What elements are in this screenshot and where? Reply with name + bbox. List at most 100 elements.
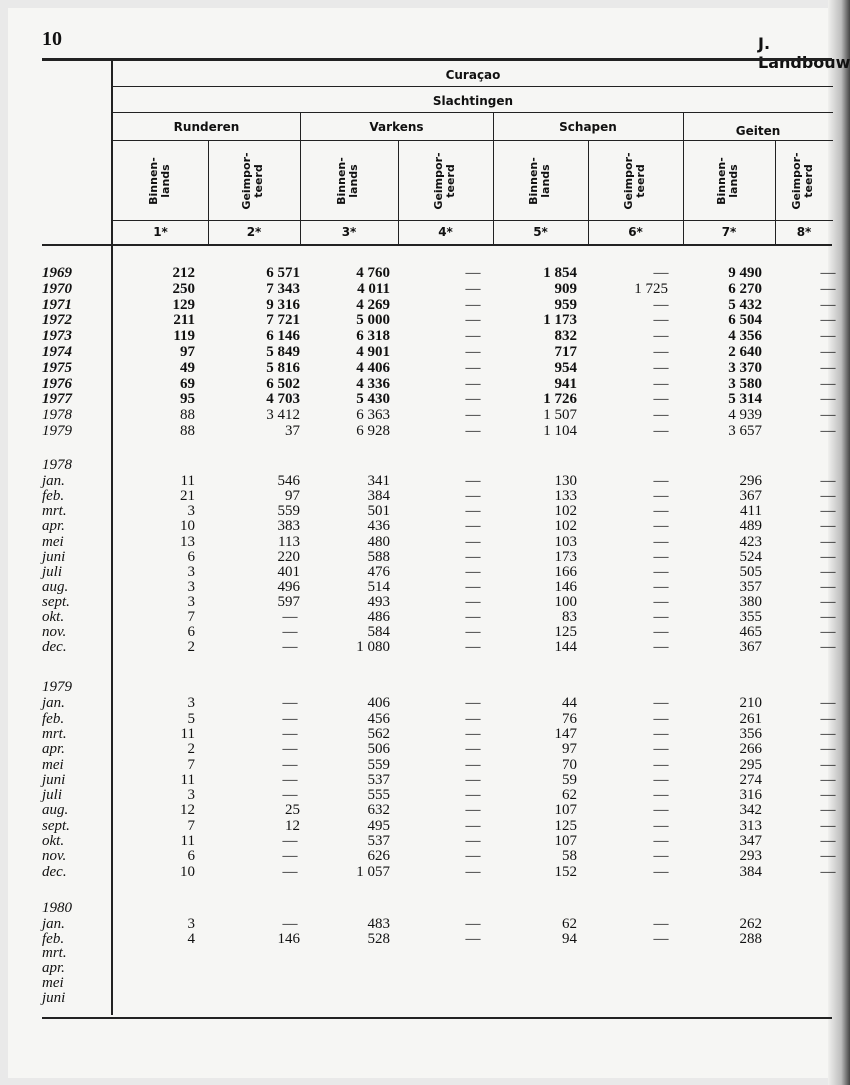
table-cell: 588 — [367, 548, 391, 565]
table-cell: — — [653, 533, 669, 550]
table-cell: 97 — [180, 344, 195, 360]
table-cell: 21 — [180, 488, 195, 505]
table-cell: — — [282, 695, 298, 712]
table-cell: — — [465, 423, 481, 439]
section-label: 1978 — [42, 457, 72, 473]
table-cell: 4 356 — [728, 328, 762, 345]
table-cell: 129 — [172, 296, 196, 313]
table-cell: — — [465, 344, 481, 360]
table-cell: — — [282, 609, 298, 625]
header-bottom-rule — [42, 244, 832, 246]
table-cell: 95 — [180, 391, 195, 408]
table-cell: 6 146 — [266, 328, 300, 345]
table-cell: — — [820, 359, 836, 376]
table-cell: — — [820, 695, 836, 712]
table-cell: — — [653, 473, 669, 490]
table-cell: 5 314 — [728, 391, 762, 408]
table-cell: 70 — [562, 756, 577, 773]
table-cell: 1 854 — [543, 265, 577, 281]
row-label: 1969 — [42, 265, 72, 281]
table-cell: 44 — [562, 695, 577, 712]
column-number: 8* — [796, 225, 812, 239]
table-cell: 11 — [180, 473, 195, 490]
row-label: juni — [42, 548, 66, 565]
table-cell: — — [465, 639, 481, 656]
row-label: sept. — [42, 593, 70, 610]
table-cell: 147 — [554, 725, 578, 742]
table-cell: 7 721 — [266, 312, 300, 329]
table-cell: 3 — [187, 695, 196, 712]
section-label: 1980 — [42, 900, 72, 916]
row-label: okt. — [42, 609, 65, 625]
table-cell: 537 — [367, 833, 391, 849]
table-cell: — — [820, 563, 836, 580]
row-label: feb. — [42, 930, 65, 947]
rule — [113, 140, 833, 141]
column-number: 4* — [438, 225, 453, 239]
table-cell: 88 — [180, 423, 195, 439]
table-cell: — — [465, 624, 481, 641]
table-cell: 125 — [554, 817, 578, 834]
table-cell: 166 — [554, 563, 578, 580]
table-cell: — — [465, 518, 481, 535]
table-cell: — — [465, 533, 481, 550]
table-cell: 49 — [180, 359, 195, 376]
table-cell: — — [465, 375, 481, 392]
table-cell: 546 — [277, 473, 301, 490]
table-cell: — — [465, 848, 481, 865]
table-cell: 100 — [554, 593, 578, 610]
row-label: sept. — [42, 817, 70, 834]
row-label: mrt. — [42, 945, 67, 962]
table-cell: — — [820, 280, 836, 297]
table-cell: — — [820, 802, 836, 819]
table-cell: 1 726 — [543, 391, 577, 408]
table-cell: — — [653, 407, 669, 424]
table-cell: 7 343 — [266, 280, 300, 297]
row-label: nov. — [42, 848, 67, 865]
table-cell: — — [653, 328, 669, 345]
table-cell: 476 — [367, 563, 391, 580]
row-label: okt. — [42, 833, 65, 849]
table-cell: 465 — [739, 624, 763, 641]
table-cell: — — [820, 725, 836, 742]
table-cell: 6 — [187, 624, 196, 641]
table-cell: — — [465, 391, 481, 408]
table-cell: 4 406 — [356, 359, 390, 376]
table-cell: — — [465, 710, 481, 727]
table-cell: — — [653, 639, 669, 656]
table-cell: — — [465, 563, 481, 580]
subcolumn-header: Geimpor- teerd — [621, 152, 647, 210]
row-label: mei — [42, 533, 64, 550]
row-label: juni — [42, 771, 66, 788]
table-cell: 384 — [367, 488, 391, 505]
table-cell: — — [465, 407, 481, 424]
table-cell: — — [653, 593, 669, 610]
table-cell: — — [820, 771, 836, 788]
table-cell: — — [820, 503, 836, 520]
table-cell: — — [282, 756, 298, 773]
table-cell: 3 657 — [728, 423, 762, 439]
table-cell: — — [653, 817, 669, 834]
group-divider — [683, 112, 684, 245]
table-cell: 133 — [554, 488, 578, 505]
row-label: mrt. — [42, 503, 67, 520]
table-cell: 250 — [172, 280, 196, 297]
table-cell: 10 — [180, 863, 195, 880]
table-cell: — — [820, 391, 836, 408]
table-cell: — — [465, 756, 481, 773]
table-cell: — — [653, 518, 669, 535]
table-cell: — — [653, 930, 669, 947]
table-cell: 5 430 — [356, 391, 390, 408]
table-cell: — — [653, 375, 669, 392]
group-header-runderen: Runderen — [173, 120, 240, 134]
table-cell: 6 571 — [266, 265, 300, 281]
table-cell: — — [820, 328, 836, 345]
table-cell: 295 — [739, 756, 763, 773]
table-cell: 380 — [739, 593, 763, 610]
table-cell: 13 — [180, 533, 195, 550]
table-cell: 483 — [367, 915, 391, 932]
page-binding-shadow — [828, 0, 850, 1085]
subcolumn-divider — [208, 140, 209, 245]
table-cell: 486 — [367, 609, 391, 625]
table-cell: — — [653, 848, 669, 865]
